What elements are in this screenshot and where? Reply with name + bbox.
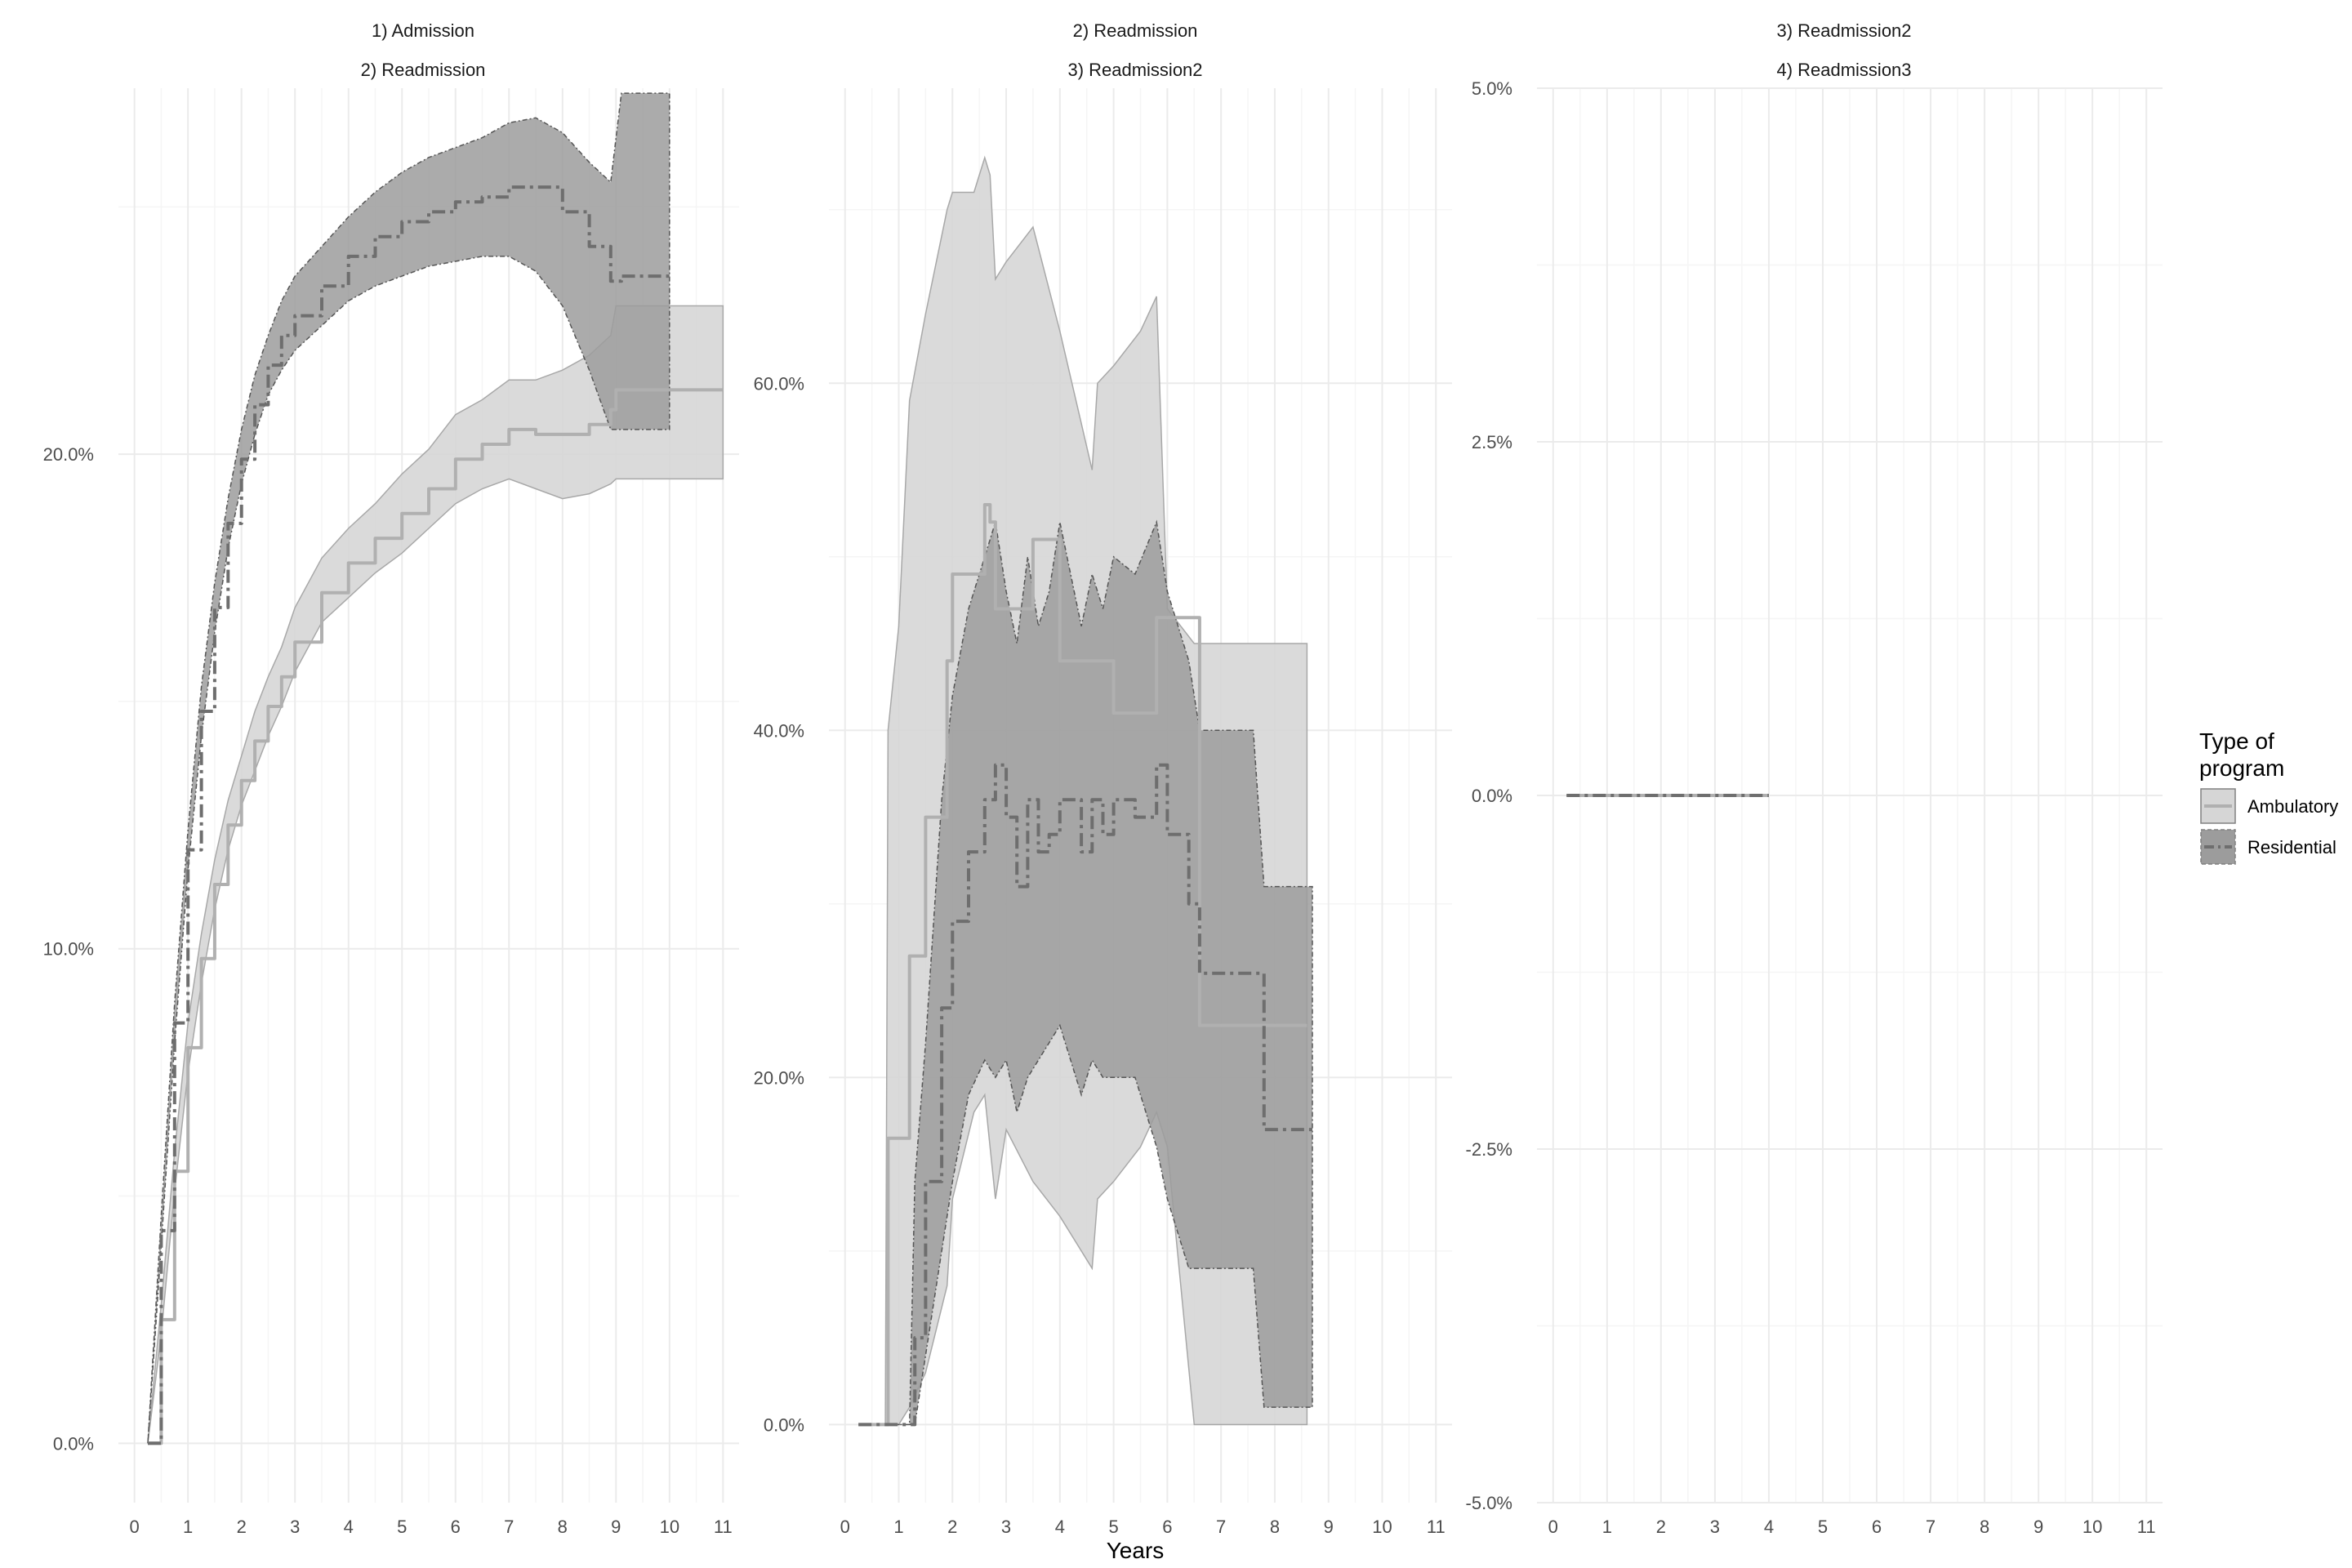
panel-1-x-tick-label: 4 (344, 1517, 354, 1537)
panel-2-x-tick-label: 11 (1427, 1517, 1446, 1537)
panel-2-y-tick-label: 40.0% (754, 720, 804, 741)
panel-2-x-tick-label: 3 (1001, 1517, 1011, 1537)
panel-3-y-tick-label: 0.0% (1472, 786, 1512, 806)
panel-2-line-residential (858, 763, 1312, 1427)
panel-3-x-tick-label: 8 (1980, 1517, 1989, 1537)
legend-label-ambulatory: Ambulatory (2247, 796, 2338, 817)
panel-2-y-tick-label: 20.0% (754, 1067, 804, 1088)
panel-1-strip-label-1: 1) Admission (372, 20, 474, 41)
panel-1-x-tick-label: 11 (714, 1517, 733, 1537)
panel-1-x-tick-label: 1 (183, 1517, 193, 1537)
panel-2-line-ambulatory (858, 503, 1307, 1427)
panel-2-x-tick-label: 7 (1216, 1517, 1226, 1537)
panel-1-x-tick-label: 7 (504, 1517, 514, 1537)
panel-2-strip-label-2: 3) Readmission2 (1067, 60, 1202, 80)
panel-3-x-ticks: 0 1 2 3 4 5 6 7 8 9 10 11 (1548, 1517, 2156, 1537)
panel-3-x-tick-label: 9 (2034, 1517, 2043, 1537)
panel-3-y-tick-label: 2.5% (1472, 432, 1512, 452)
panel-3-x-tick-label: 5 (1818, 1517, 1828, 1537)
panel-1-x-tick-label: 8 (558, 1517, 568, 1537)
panel-1-line-residential (148, 185, 670, 1446)
panel-1-x-tick-label: 10 (660, 1517, 679, 1537)
panel-3-strip-label-1: 3) Readmission2 (1776, 20, 1911, 41)
panel-2-y-tick-label: 0.0% (764, 1414, 804, 1435)
panel-2-x-tick-label: 0 (840, 1517, 850, 1537)
panel-3: 3) Readmission2 4) Readmission3 -5.0% -2.… (1466, 20, 2163, 1537)
legend-title-line-1: Type of (2199, 728, 2274, 754)
panel-1-band-residential (147, 92, 670, 1444)
panel-1-y-tick-label: 0.0% (53, 1433, 94, 1454)
legend-title-line-2: program (2199, 755, 2284, 781)
panel-2-x-tick-label: 1 (893, 1517, 903, 1537)
panel-2-x-tick-label: 4 (1055, 1517, 1065, 1537)
panel-2-x-tick-label: 6 (1162, 1517, 1172, 1537)
panel-1-y-tick-label: 10.0% (43, 939, 94, 960)
panel-1-series-lines (148, 185, 724, 1446)
panel-2-series-lines (858, 503, 1312, 1427)
panel-1-x-tick-label: 2 (237, 1517, 247, 1537)
panel-1-y-ticks: 0.0% 10.0% 20.0% (43, 444, 94, 1454)
panel-1-strip-label-2: 2) Readmission (361, 60, 486, 80)
panel-2-x-tick-label: 9 (1324, 1517, 1334, 1537)
panel-3-y-tick-label: -2.5% (1466, 1139, 1512, 1160)
panel-3-x-tick-label: 4 (1764, 1517, 1774, 1537)
panel-2-y-tick-label: 60.0% (754, 373, 804, 394)
panel-2-x-tick-label: 8 (1270, 1517, 1280, 1537)
panel-3-y-tick-label: 5.0% (1472, 78, 1512, 99)
legend: Type of program Ambulatory Residential (2199, 728, 2338, 865)
panel-3-x-tick-label: 3 (1710, 1517, 1720, 1537)
panel-1-x-tick-label: 3 (290, 1517, 300, 1537)
panel-3-x-tick-label: 10 (2082, 1517, 2102, 1537)
panel-2-strip-label-1: 2) Readmission (1073, 20, 1198, 41)
panel-3-x-tick-label: 1 (1602, 1517, 1612, 1537)
panel-1-x-ticks: 0 1 2 3 4 5 6 7 8 9 10 11 (130, 1517, 733, 1537)
panel-1-x-tick-label: 0 (130, 1517, 140, 1537)
panel-3-grid (1537, 87, 2163, 1503)
legend-entry-ambulatory: Ambulatory (2200, 788, 2338, 824)
panel-1-x-tick-label: 5 (397, 1517, 407, 1537)
panel-3-x-tick-label: 6 (1872, 1517, 1882, 1537)
panel-1-y-tick-label: 20.0% (43, 444, 94, 465)
panel-3-y-tick-label: -5.0% (1466, 1493, 1512, 1513)
legend-entry-residential: Residential (2200, 829, 2336, 865)
panel-2-x-tick-label: 10 (1372, 1517, 1392, 1537)
panel-3-x-tick-label: 11 (2137, 1517, 2156, 1537)
panel-2-x-tick-label: 5 (1108, 1517, 1118, 1537)
panel-2-x-tick-label: 2 (947, 1517, 957, 1537)
panel-1-x-tick-label: 6 (451, 1517, 461, 1537)
panel-1-line-ambulatory (148, 388, 724, 1446)
panel-2-y-ticks: 0.0% 20.0% 40.0% 60.0% (754, 373, 804, 1435)
panel-3-y-ticks: -5.0% -2.5% 0.0% 2.5% 5.0% (1466, 78, 1512, 1513)
panel-2-x-ticks: 0 1 2 3 4 5 6 7 8 9 10 11 (840, 1517, 1446, 1537)
panel-3-x-tick-label: 7 (1926, 1517, 1936, 1537)
panel-3-x-tick-label: 2 (1656, 1517, 1666, 1537)
panel-1: 1) Admission 2) Readmission 0.0%10.0%20.… (43, 20, 739, 1537)
panel-3-strip-label-2: 4) Readmission3 (1776, 60, 1911, 80)
x-axis-title: Years (1107, 1538, 1165, 1563)
panel-1-confidence-bands (147, 92, 724, 1444)
panel-1-x-tick-label: 9 (611, 1517, 621, 1537)
legend-label-residential: Residential (2247, 837, 2336, 858)
panel-2: 2) Readmission 3) Readmission2 0.0%20.0%… (754, 20, 1452, 1537)
panel-3-x-tick-label: 0 (1548, 1517, 1558, 1537)
